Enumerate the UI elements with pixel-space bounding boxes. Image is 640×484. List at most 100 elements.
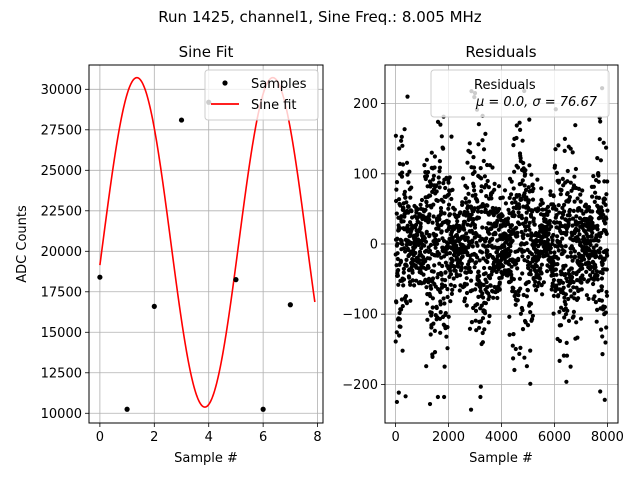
residual-point — [521, 235, 526, 241]
legend-residuals-stats: μ = 0.0, σ = 76.67 — [475, 95, 598, 110]
residual-point — [568, 180, 573, 185]
residual-point — [439, 229, 444, 234]
residual-point — [590, 194, 595, 199]
residual-point — [446, 206, 451, 211]
residual-point — [586, 296, 591, 301]
residual-point — [497, 280, 502, 285]
residual-point — [605, 179, 610, 184]
residual-point — [596, 238, 601, 243]
figure-suptitle: Run 1425, channel1, Sine Freq.: 8.005 MH… — [158, 8, 482, 26]
residual-point — [571, 285, 576, 290]
residual-point — [404, 263, 409, 268]
residual-point — [395, 241, 400, 246]
residual-point — [480, 291, 485, 296]
residual-point — [566, 318, 572, 323]
residual-point — [562, 295, 567, 300]
residual-point — [473, 308, 479, 313]
residual-point — [446, 202, 452, 207]
residual-point — [515, 234, 520, 239]
residual-point — [481, 295, 486, 300]
residual-point — [604, 248, 610, 253]
residual-point — [471, 165, 477, 170]
residual-point — [431, 177, 436, 182]
residual-point — [401, 270, 406, 275]
residual-point — [529, 234, 534, 239]
residual-point — [598, 389, 603, 394]
residual-point — [595, 277, 600, 282]
residual-point — [428, 332, 433, 337]
residual-point — [556, 203, 561, 208]
residual-point — [402, 189, 407, 194]
residual-point — [450, 258, 455, 264]
residual-point — [424, 157, 429, 162]
residual-point — [437, 261, 442, 266]
residual-point — [406, 180, 411, 185]
residual-point — [424, 173, 430, 179]
residual-point — [421, 272, 426, 277]
residual-point — [536, 280, 541, 285]
residual-point — [467, 242, 472, 247]
residual-point — [472, 225, 478, 230]
residual-point — [557, 358, 562, 363]
residual-point — [398, 203, 403, 208]
residual-point — [437, 165, 442, 170]
residual-point — [565, 254, 570, 259]
residual-point — [395, 273, 400, 278]
residual-point — [582, 236, 587, 242]
residual-point — [491, 295, 496, 300]
residual-point — [447, 212, 453, 217]
residual-point — [527, 117, 532, 122]
sine-fit-x-tick-label: 8 — [313, 430, 321, 445]
residual-point — [442, 364, 447, 369]
residual-point — [439, 272, 444, 277]
residual-point — [525, 233, 530, 238]
residual-point — [566, 221, 571, 226]
residual-point — [598, 246, 603, 251]
residual-point — [514, 261, 519, 266]
residual-point — [443, 270, 448, 275]
residual-point — [530, 209, 535, 214]
residual-point — [437, 159, 442, 164]
residual-point — [513, 200, 518, 205]
residual-point — [527, 163, 532, 168]
residual-point — [476, 122, 481, 127]
residual-point — [408, 282, 413, 287]
residual-point — [526, 224, 531, 229]
residual-point — [526, 254, 531, 260]
residual-point — [477, 273, 482, 279]
residual-point — [549, 224, 554, 229]
residual-point — [408, 240, 414, 245]
sine-fit-y-tick-label: 12500 — [41, 366, 82, 381]
residual-point — [520, 178, 525, 183]
residual-point — [394, 330, 399, 335]
residual-point — [532, 222, 537, 227]
residual-point — [539, 262, 545, 267]
residual-point — [536, 207, 542, 212]
residual-point — [519, 197, 524, 202]
residual-point — [574, 320, 579, 325]
residual-point — [429, 310, 434, 315]
residual-point — [526, 198, 532, 203]
residual-point — [403, 394, 408, 399]
residual-point — [497, 206, 502, 212]
residual-point — [535, 284, 540, 289]
residual-point — [441, 181, 446, 186]
residual-point — [560, 176, 565, 181]
residual-point — [563, 312, 569, 317]
sine-fit-axes-frame — [88, 64, 324, 424]
residual-point — [599, 230, 604, 236]
residual-point — [581, 277, 587, 282]
residual-point — [602, 256, 607, 261]
residual-point — [571, 309, 577, 314]
sine-fit-grid — [89, 65, 323, 423]
residual-point — [577, 232, 582, 237]
residual-point — [448, 282, 453, 287]
sine-fit-y-tick-label: 25000 — [41, 164, 82, 179]
residual-point — [425, 203, 430, 208]
residual-point — [408, 298, 413, 303]
residual-point — [484, 182, 489, 187]
residual-point — [554, 272, 559, 277]
residual-point — [590, 230, 595, 235]
residual-point — [487, 231, 492, 236]
residual-point — [399, 174, 405, 179]
